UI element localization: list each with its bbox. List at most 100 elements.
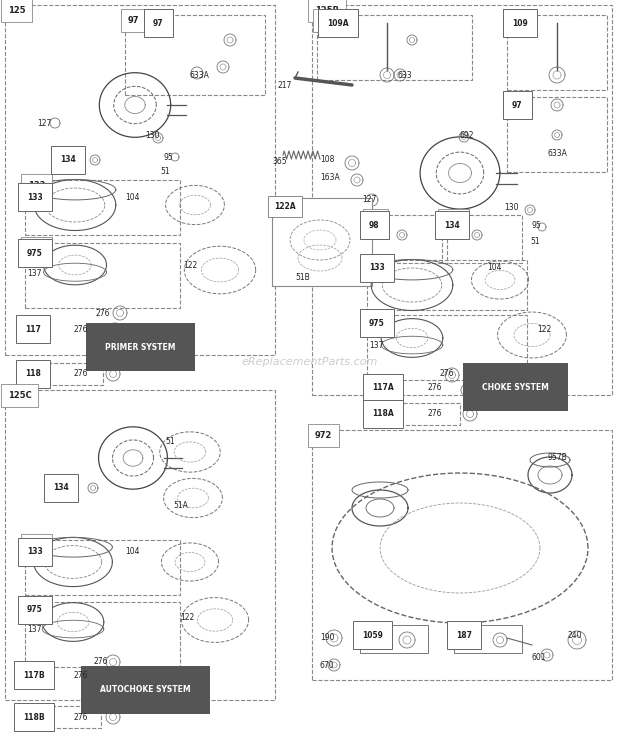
- Text: 109A: 109A: [327, 19, 348, 28]
- Text: CHOKE SYSTEM: CHOKE SYSTEM: [482, 382, 549, 391]
- Text: 125C: 125C: [8, 391, 32, 400]
- Text: 276: 276: [95, 309, 110, 318]
- Text: 118A: 118A: [372, 409, 394, 418]
- Bar: [5, 5, 275, 355]
- Bar: [272, 198, 372, 286]
- Text: 130: 130: [504, 202, 518, 211]
- Text: 117: 117: [25, 324, 41, 333]
- Text: 975: 975: [370, 316, 388, 325]
- Text: 118B: 118B: [23, 713, 45, 722]
- Text: 133: 133: [370, 261, 388, 270]
- Text: 137: 137: [369, 341, 384, 350]
- Bar: [367, 260, 527, 310]
- Text: 975: 975: [28, 603, 45, 612]
- Text: 51A: 51A: [173, 501, 188, 510]
- Text: 137: 137: [27, 626, 42, 635]
- Text: 97: 97: [153, 19, 164, 28]
- Text: 130: 130: [145, 130, 159, 139]
- Bar: [25, 243, 180, 308]
- Text: 276: 276: [427, 383, 441, 393]
- Text: 692: 692: [460, 130, 474, 139]
- Text: 276: 276: [427, 409, 441, 418]
- Bar: [317, 15, 472, 80]
- Text: 125B: 125B: [315, 6, 339, 15]
- Bar: [507, 97, 607, 172]
- Text: 122A: 122A: [274, 202, 296, 211]
- Text: 133: 133: [27, 193, 43, 202]
- Text: 133: 133: [28, 181, 45, 190]
- Text: 117B: 117B: [23, 670, 45, 679]
- Text: 134: 134: [53, 484, 69, 493]
- Text: 122: 122: [183, 260, 197, 269]
- Bar: [454, 625, 522, 653]
- Text: 95: 95: [532, 220, 542, 229]
- Text: 957B: 957B: [547, 454, 567, 463]
- Text: 276: 276: [73, 670, 87, 679]
- Text: 109: 109: [512, 19, 528, 28]
- Text: 117A: 117A: [372, 383, 394, 393]
- Text: 975: 975: [27, 606, 43, 615]
- Text: 95: 95: [163, 153, 173, 161]
- Text: 134: 134: [60, 155, 76, 164]
- Text: 276: 276: [93, 658, 107, 667]
- Text: 127: 127: [362, 196, 376, 205]
- Text: 134: 134: [444, 220, 460, 229]
- Bar: [367, 215, 447, 263]
- Bar: [507, 15, 607, 90]
- Bar: [5, 390, 275, 700]
- Text: 975: 975: [27, 248, 43, 257]
- Text: 163A: 163A: [320, 173, 340, 182]
- Text: 601: 601: [532, 653, 546, 662]
- Text: 104: 104: [125, 548, 140, 557]
- Text: 51B: 51B: [295, 274, 310, 283]
- Text: 972: 972: [315, 431, 332, 440]
- Bar: [367, 315, 527, 380]
- Bar: [21, 706, 101, 728]
- Text: 104: 104: [487, 263, 502, 272]
- Bar: [442, 215, 522, 263]
- Text: 975: 975: [369, 318, 385, 327]
- Text: 633A: 633A: [190, 71, 210, 80]
- Text: 51: 51: [165, 437, 175, 446]
- Text: 108: 108: [320, 155, 334, 164]
- Text: 125: 125: [8, 6, 25, 15]
- Text: 187: 187: [456, 628, 472, 637]
- Text: 276: 276: [73, 370, 87, 379]
- Text: PRIMER SYSTEM: PRIMER SYSTEM: [105, 342, 175, 351]
- Text: 97: 97: [510, 98, 521, 107]
- Text: 51: 51: [530, 237, 539, 246]
- Bar: [312, 430, 612, 680]
- Text: 97: 97: [512, 100, 523, 109]
- Text: 217: 217: [278, 80, 293, 89]
- Text: 51: 51: [160, 167, 170, 176]
- Text: 127: 127: [37, 118, 51, 127]
- Text: 1059: 1059: [362, 630, 383, 640]
- Bar: [25, 180, 180, 235]
- Text: AUTOCHOKE SYSTEM: AUTOCHOKE SYSTEM: [100, 685, 190, 694]
- Text: 109: 109: [510, 16, 528, 25]
- Bar: [360, 625, 428, 653]
- Text: 975: 975: [28, 244, 45, 253]
- Text: 134: 134: [445, 216, 463, 225]
- Text: 187: 187: [456, 630, 472, 640]
- Text: 190: 190: [320, 633, 335, 643]
- Text: 276: 276: [440, 368, 454, 377]
- Bar: [312, 5, 612, 395]
- Text: 109A: 109A: [320, 16, 344, 25]
- Text: 98: 98: [370, 216, 381, 225]
- Text: 276: 276: [73, 713, 87, 722]
- Text: 122: 122: [180, 614, 194, 623]
- Text: 365: 365: [272, 158, 286, 167]
- Text: eReplacementParts.com: eReplacementParts.com: [242, 357, 378, 367]
- Text: 98: 98: [369, 220, 379, 229]
- Bar: [125, 15, 265, 95]
- Bar: [23, 363, 103, 385]
- Bar: [25, 540, 180, 595]
- Text: 97: 97: [128, 16, 140, 25]
- Text: 118: 118: [25, 370, 41, 379]
- Text: 133: 133: [28, 541, 45, 550]
- Bar: [25, 602, 180, 667]
- Text: 670: 670: [320, 661, 335, 670]
- Text: 137: 137: [27, 269, 42, 278]
- Text: 276: 276: [73, 324, 87, 333]
